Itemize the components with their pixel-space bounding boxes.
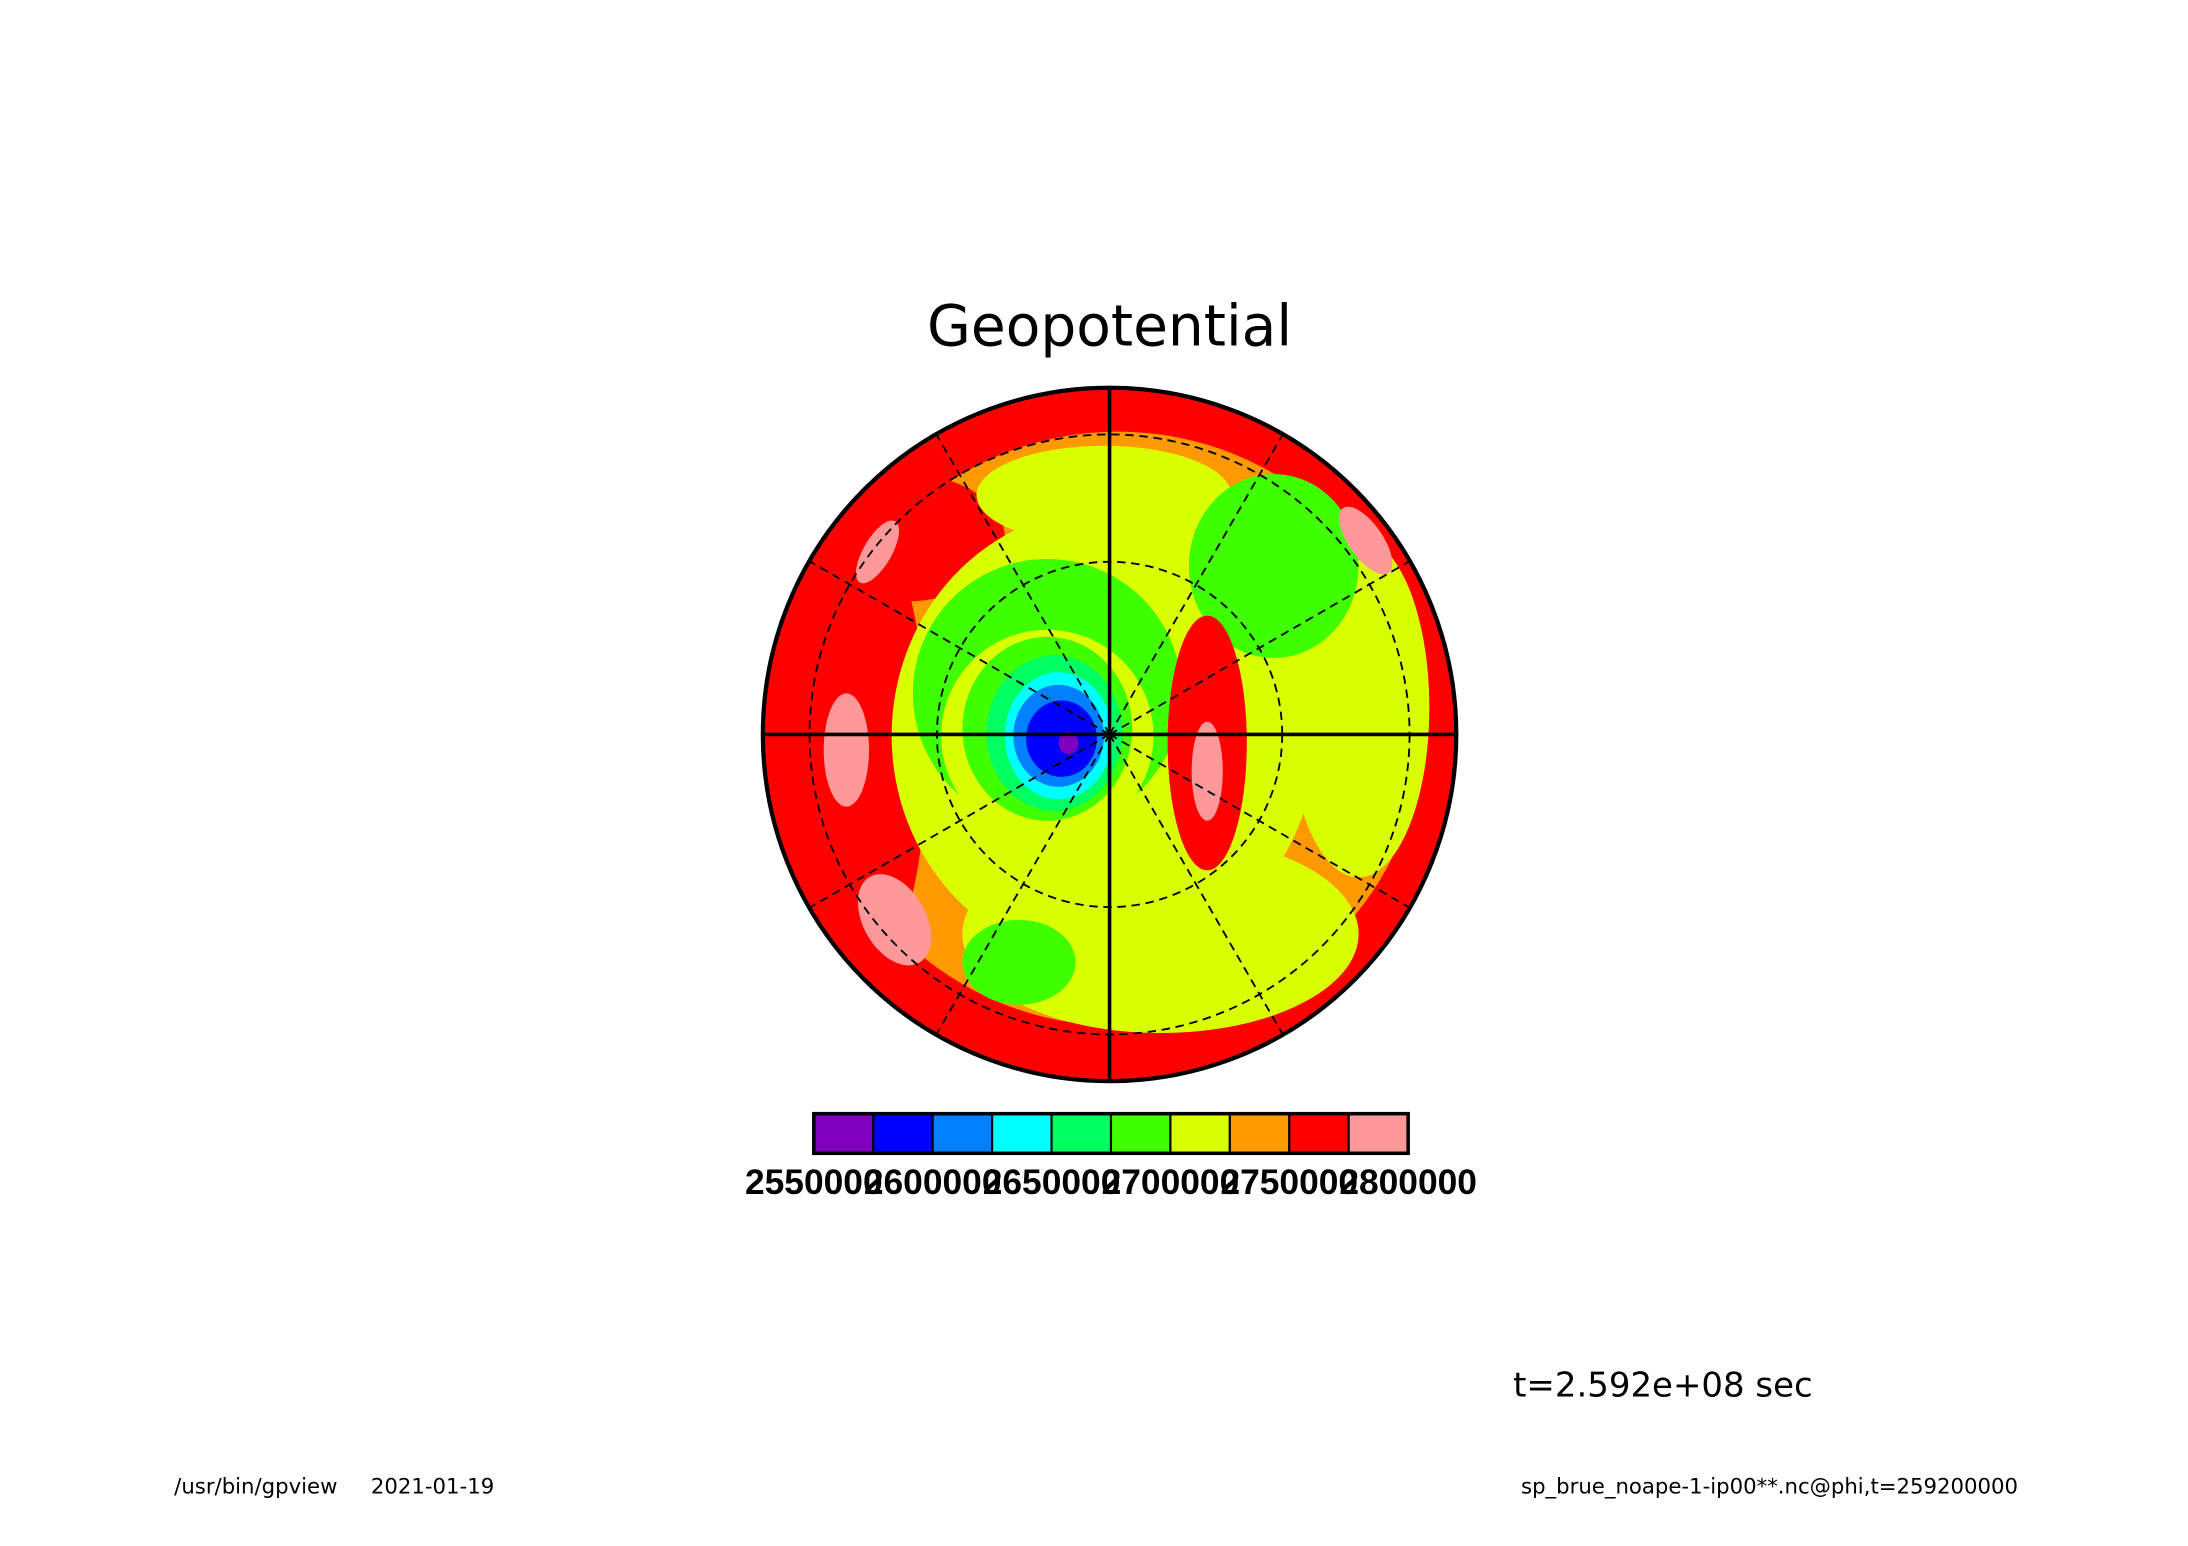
meridian-line [808, 560, 1111, 736]
colorbar-box [1169, 1112, 1231, 1155]
footer-date: 2021-01-19 [371, 1474, 494, 1499]
colorbar-label: 2650000 [983, 1163, 1121, 1202]
colorbar-box [931, 1112, 994, 1155]
colorbar-box [1288, 1112, 1350, 1155]
meridian-line [1108, 733, 1284, 1036]
colorbar-box [991, 1112, 1053, 1155]
colorbar-box [1347, 1112, 1410, 1155]
colorbar: 2550000260000026500002700000275000028000… [745, 1111, 1477, 1202]
colorbar-label: 2550000 [745, 1163, 883, 1202]
contour-region [855, 520, 900, 584]
footer-program: /usr/bin/gpview [174, 1474, 337, 1499]
colorbar-box [1228, 1112, 1291, 1155]
contour-region [1339, 506, 1393, 575]
contour-region [1191, 721, 1223, 821]
colorbar-box [1109, 1112, 1172, 1155]
colorbar-label: 2700000 [1102, 1163, 1240, 1202]
colorbar-label: 2800000 [1339, 1163, 1477, 1202]
map-border [760, 385, 1459, 1084]
meridian-line [1108, 433, 1284, 735]
contour-region [857, 874, 932, 966]
colorbar-box [812, 1112, 875, 1155]
chart-title: Geopotential [927, 293, 1292, 359]
meridian-line [935, 733, 1111, 1036]
footer-source: sp_brue_noape-1-ip00**.nc@phi,t=25920000… [1521, 1474, 2018, 1499]
contour-region [962, 919, 1076, 1005]
colorbar-box [872, 1112, 934, 1155]
colorbar-label: 2600000 [864, 1163, 1002, 1202]
meridian-line [1109, 733, 1411, 909]
meridian-line [808, 733, 1111, 909]
time-annotation: t=2.592e+08 sec [1513, 1365, 1813, 1405]
meridian-line [935, 433, 1111, 735]
map-grid [760, 385, 1459, 1084]
colorbar-box [1050, 1112, 1113, 1155]
contour-field [762, 387, 1457, 1082]
contour-region [976, 445, 1232, 545]
colorbar-frame [812, 1111, 1410, 1156]
colorbar-label: 2750000 [1220, 1163, 1358, 1202]
meridian-line [1109, 560, 1411, 736]
contour-region [823, 693, 869, 807]
contour-region [1058, 731, 1079, 755]
